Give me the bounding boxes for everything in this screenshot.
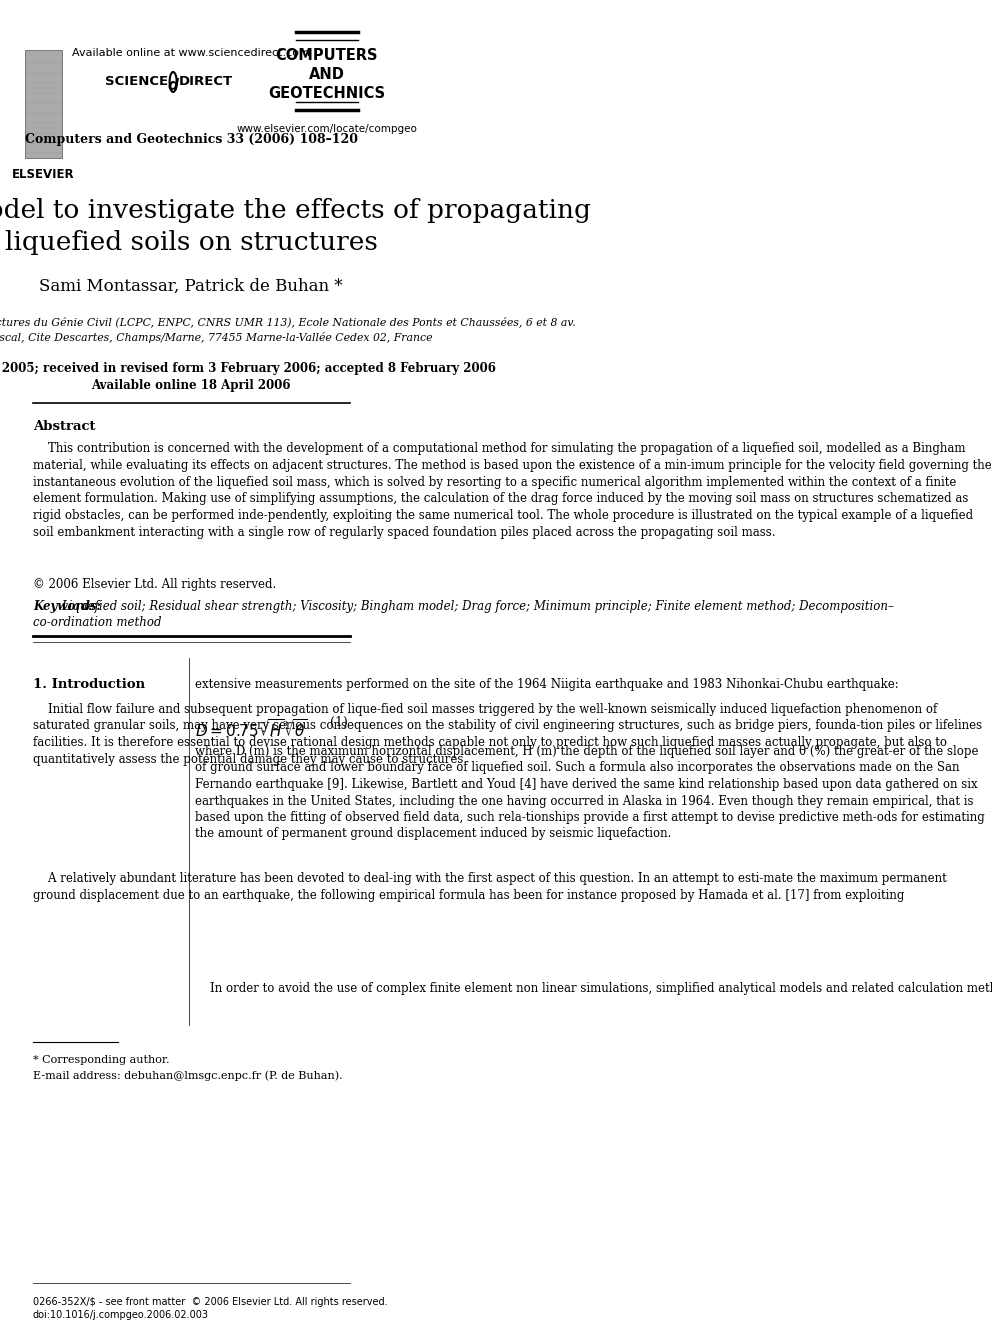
Text: Laboratoire des Matériaux et Structures du Génie Civil (LCPC, ENPC, CNRS UMR 113: Laboratoire des Matériaux et Structures … xyxy=(0,316,576,327)
Text: © 2006 Elsevier Ltd. All rights reserved.: © 2006 Elsevier Ltd. All rights reserved… xyxy=(33,578,276,591)
Text: Liquefied soil; Residual shear strength; Viscosity; Bingham model; Drag force; M: Liquefied soil; Residual shear strength;… xyxy=(62,601,894,613)
Text: 1. Introduction: 1. Introduction xyxy=(33,677,145,691)
Text: doi:10.1016/j.compgeo.2006.02.003: doi:10.1016/j.compgeo.2006.02.003 xyxy=(33,1310,209,1320)
Text: Received 23 May 2005; received in revised form 3 February 2006; accepted 8 Febru: Received 23 May 2005; received in revise… xyxy=(0,363,496,374)
Text: Initial flow failure and subsequent propagation of lique-fied soil masses trigge: Initial flow failure and subsequent prop… xyxy=(33,703,982,766)
Text: where D (m) is the maximum horizontal displacement, H (m) the depth of the lique: where D (m) is the maximum horizontal di… xyxy=(194,745,984,840)
Text: A numerical model to investigate the effects of propagating: A numerical model to investigate the eff… xyxy=(0,198,591,224)
Text: ·: · xyxy=(199,71,204,86)
Text: Available online 18 April 2006: Available online 18 April 2006 xyxy=(91,378,291,392)
Text: Blaise Pascal, Cite Descartes, Champs/Marne, 77455 Marne-la-Vallée Cedex 02, Fra: Blaise Pascal, Cite Descartes, Champs/Ma… xyxy=(0,332,433,343)
Text: (1): (1) xyxy=(330,716,348,729)
FancyBboxPatch shape xyxy=(25,50,62,157)
Text: GEOTECHNICS: GEOTECHNICS xyxy=(268,86,385,101)
Text: COMPUTERS: COMPUTERS xyxy=(276,48,378,64)
Text: This contribution is concerned with the development of a computational method fo: This contribution is concerned with the … xyxy=(33,442,992,538)
Text: 0266-352X/$ - see front matter  © 2006 Elsevier Ltd. All rights reserved.: 0266-352X/$ - see front matter © 2006 El… xyxy=(33,1297,388,1307)
Text: Computers and Geotechnics 33 (2006) 108–120: Computers and Geotechnics 33 (2006) 108–… xyxy=(25,134,358,146)
Text: A relatively abundant literature has been devoted to deal-ing with the first asp: A relatively abundant literature has bee… xyxy=(33,872,946,901)
Text: liquefied soils on structures: liquefied soils on structures xyxy=(5,230,378,255)
Text: AND: AND xyxy=(309,67,344,82)
Text: * Corresponding author.: * Corresponding author. xyxy=(33,1054,170,1065)
Text: Available online at www.sciencedirect.com: Available online at www.sciencedirect.co… xyxy=(72,48,310,58)
Text: co-ordination method: co-ordination method xyxy=(33,617,162,628)
Text: SCIENCE: SCIENCE xyxy=(105,75,168,89)
Text: Keywords:: Keywords: xyxy=(33,601,105,613)
Text: d: d xyxy=(168,78,179,93)
Text: E-mail address: debuhan@lmsgc.enpc.fr (P. de Buhan).: E-mail address: debuhan@lmsgc.enpc.fr (P… xyxy=(33,1070,342,1081)
Text: In order to avoid the use of complex finite element non linear simulations, simp: In order to avoid the use of complex fin… xyxy=(194,982,992,995)
Text: Sami Montassar, Patrick de Buhan *: Sami Montassar, Patrick de Buhan * xyxy=(40,278,343,295)
Text: $D = 0.75\sqrt{H}\sqrt[3]{\theta}$: $D = 0.75\sqrt{H}\sqrt[3]{\theta}$ xyxy=(194,718,308,740)
Text: ELSEVIER: ELSEVIER xyxy=(12,168,74,181)
Text: Abstract: Abstract xyxy=(33,419,95,433)
Text: www.elsevier.com/locate/compgeo: www.elsevier.com/locate/compgeo xyxy=(236,124,417,134)
Text: extensive measurements performed on the site of the 1964 Niigita earthquake and : extensive measurements performed on the … xyxy=(194,677,899,691)
Text: DIRECT: DIRECT xyxy=(179,75,232,89)
